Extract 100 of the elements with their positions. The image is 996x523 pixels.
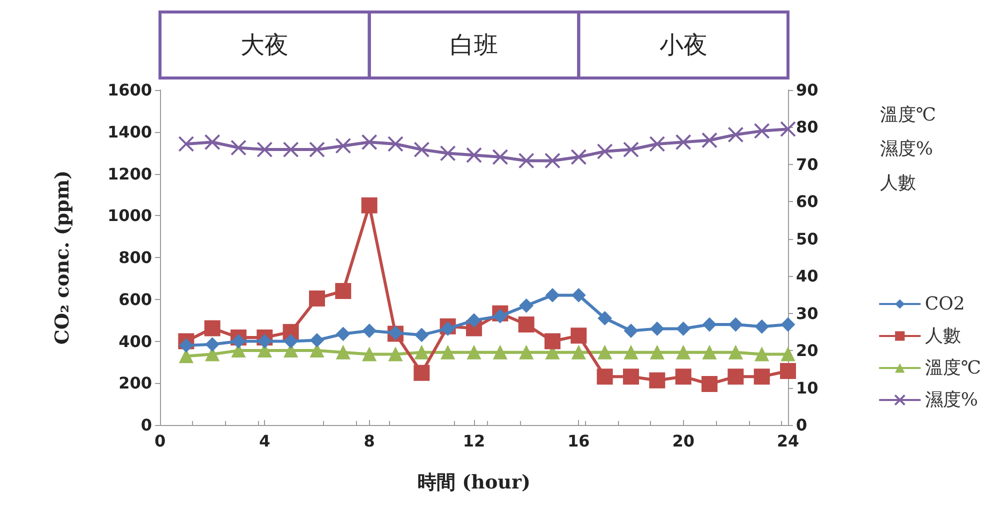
point	[570, 328, 587, 344]
point	[781, 318, 795, 332]
point	[361, 197, 378, 214]
point	[572, 288, 586, 302]
point	[675, 134, 692, 150]
x-tick-label: 0	[154, 432, 166, 450]
text: 白班	[450, 31, 498, 59]
legend-label: 人數	[924, 326, 961, 346]
y-tick-label: 1000	[107, 206, 152, 226]
point	[492, 149, 508, 165]
point	[650, 345, 664, 360]
point	[467, 345, 481, 360]
point	[467, 313, 481, 328]
y2-tick-label: 90	[796, 80, 818, 100]
x-tick-label: 8	[364, 432, 375, 450]
point	[335, 138, 352, 154]
y2-tick-label: 30	[796, 304, 818, 323]
point	[570, 149, 587, 165]
point	[754, 122, 770, 139]
point	[728, 368, 744, 385]
point	[284, 334, 298, 348]
point	[623, 368, 639, 385]
point	[649, 372, 666, 388]
legend-label: 溫度℃	[924, 358, 982, 378]
x-tick-label: 20	[672, 432, 694, 450]
point	[205, 337, 220, 352]
point	[309, 142, 325, 158]
point	[702, 345, 716, 360]
point	[519, 345, 534, 360]
y2-tick-label: 70	[796, 154, 818, 174]
point	[204, 320, 220, 336]
point	[179, 349, 194, 364]
point	[282, 142, 299, 158]
point	[702, 318, 716, 332]
y2-axis-title: 溫度℃ 濕度% 人數	[880, 104, 936, 194]
point	[440, 322, 455, 336]
point	[518, 316, 534, 332]
x-tick-label: 24	[776, 432, 800, 450]
y-tick-label: 600	[118, 290, 152, 309]
y-tick-label: 1400	[107, 122, 152, 142]
point	[336, 326, 350, 341]
point	[518, 152, 534, 169]
point	[440, 345, 455, 360]
legend-label: CO2	[924, 294, 965, 314]
point	[388, 136, 404, 152]
point	[414, 142, 430, 158]
point	[440, 145, 456, 162]
point	[702, 132, 718, 148]
y2-tick-label: 40	[796, 266, 818, 286]
point	[414, 328, 429, 342]
y-tick-label: 1200	[107, 164, 152, 184]
point	[179, 338, 194, 352]
point	[232, 334, 246, 348]
y2-tick-label: 20	[796, 341, 818, 360]
point	[572, 345, 586, 360]
point	[519, 298, 534, 313]
point	[230, 140, 246, 156]
point	[754, 368, 770, 385]
y-tick-label: 200	[118, 374, 152, 393]
y2-tick-label: 10	[796, 378, 818, 398]
point	[336, 345, 350, 360]
point	[388, 347, 402, 362]
y-tick-label: 400	[118, 332, 152, 351]
point	[309, 290, 325, 306]
point	[650, 322, 664, 336]
point	[256, 142, 273, 158]
point	[728, 126, 744, 143]
point	[493, 345, 508, 360]
point	[624, 324, 638, 338]
point	[362, 324, 376, 338]
point	[544, 333, 560, 350]
point	[675, 368, 692, 385]
x-tick-label: 4	[259, 432, 270, 450]
point	[466, 147, 482, 164]
legend-label: 濕度%	[924, 390, 978, 410]
y2-tick-label: 50	[796, 229, 818, 248]
point	[258, 334, 272, 348]
point	[362, 347, 376, 362]
point	[780, 121, 796, 138]
point	[676, 345, 690, 360]
point	[754, 320, 769, 334]
y2-tick-label: 60	[796, 192, 818, 212]
x-tick-label: 12	[462, 432, 486, 450]
point	[544, 152, 560, 169]
y-tick-label: 800	[118, 248, 152, 267]
point	[676, 322, 690, 336]
point	[624, 345, 638, 360]
point	[623, 142, 639, 158]
point	[335, 283, 352, 299]
point	[598, 345, 612, 360]
point	[414, 364, 430, 381]
point	[598, 311, 612, 326]
point	[546, 288, 560, 302]
x-axis-title: 時間 (hour)	[418, 472, 530, 494]
point	[493, 309, 508, 324]
y2-tick-label: 0	[796, 416, 808, 434]
point	[596, 143, 613, 160]
point	[178, 136, 194, 152]
point	[780, 363, 796, 380]
point	[649, 136, 666, 152]
